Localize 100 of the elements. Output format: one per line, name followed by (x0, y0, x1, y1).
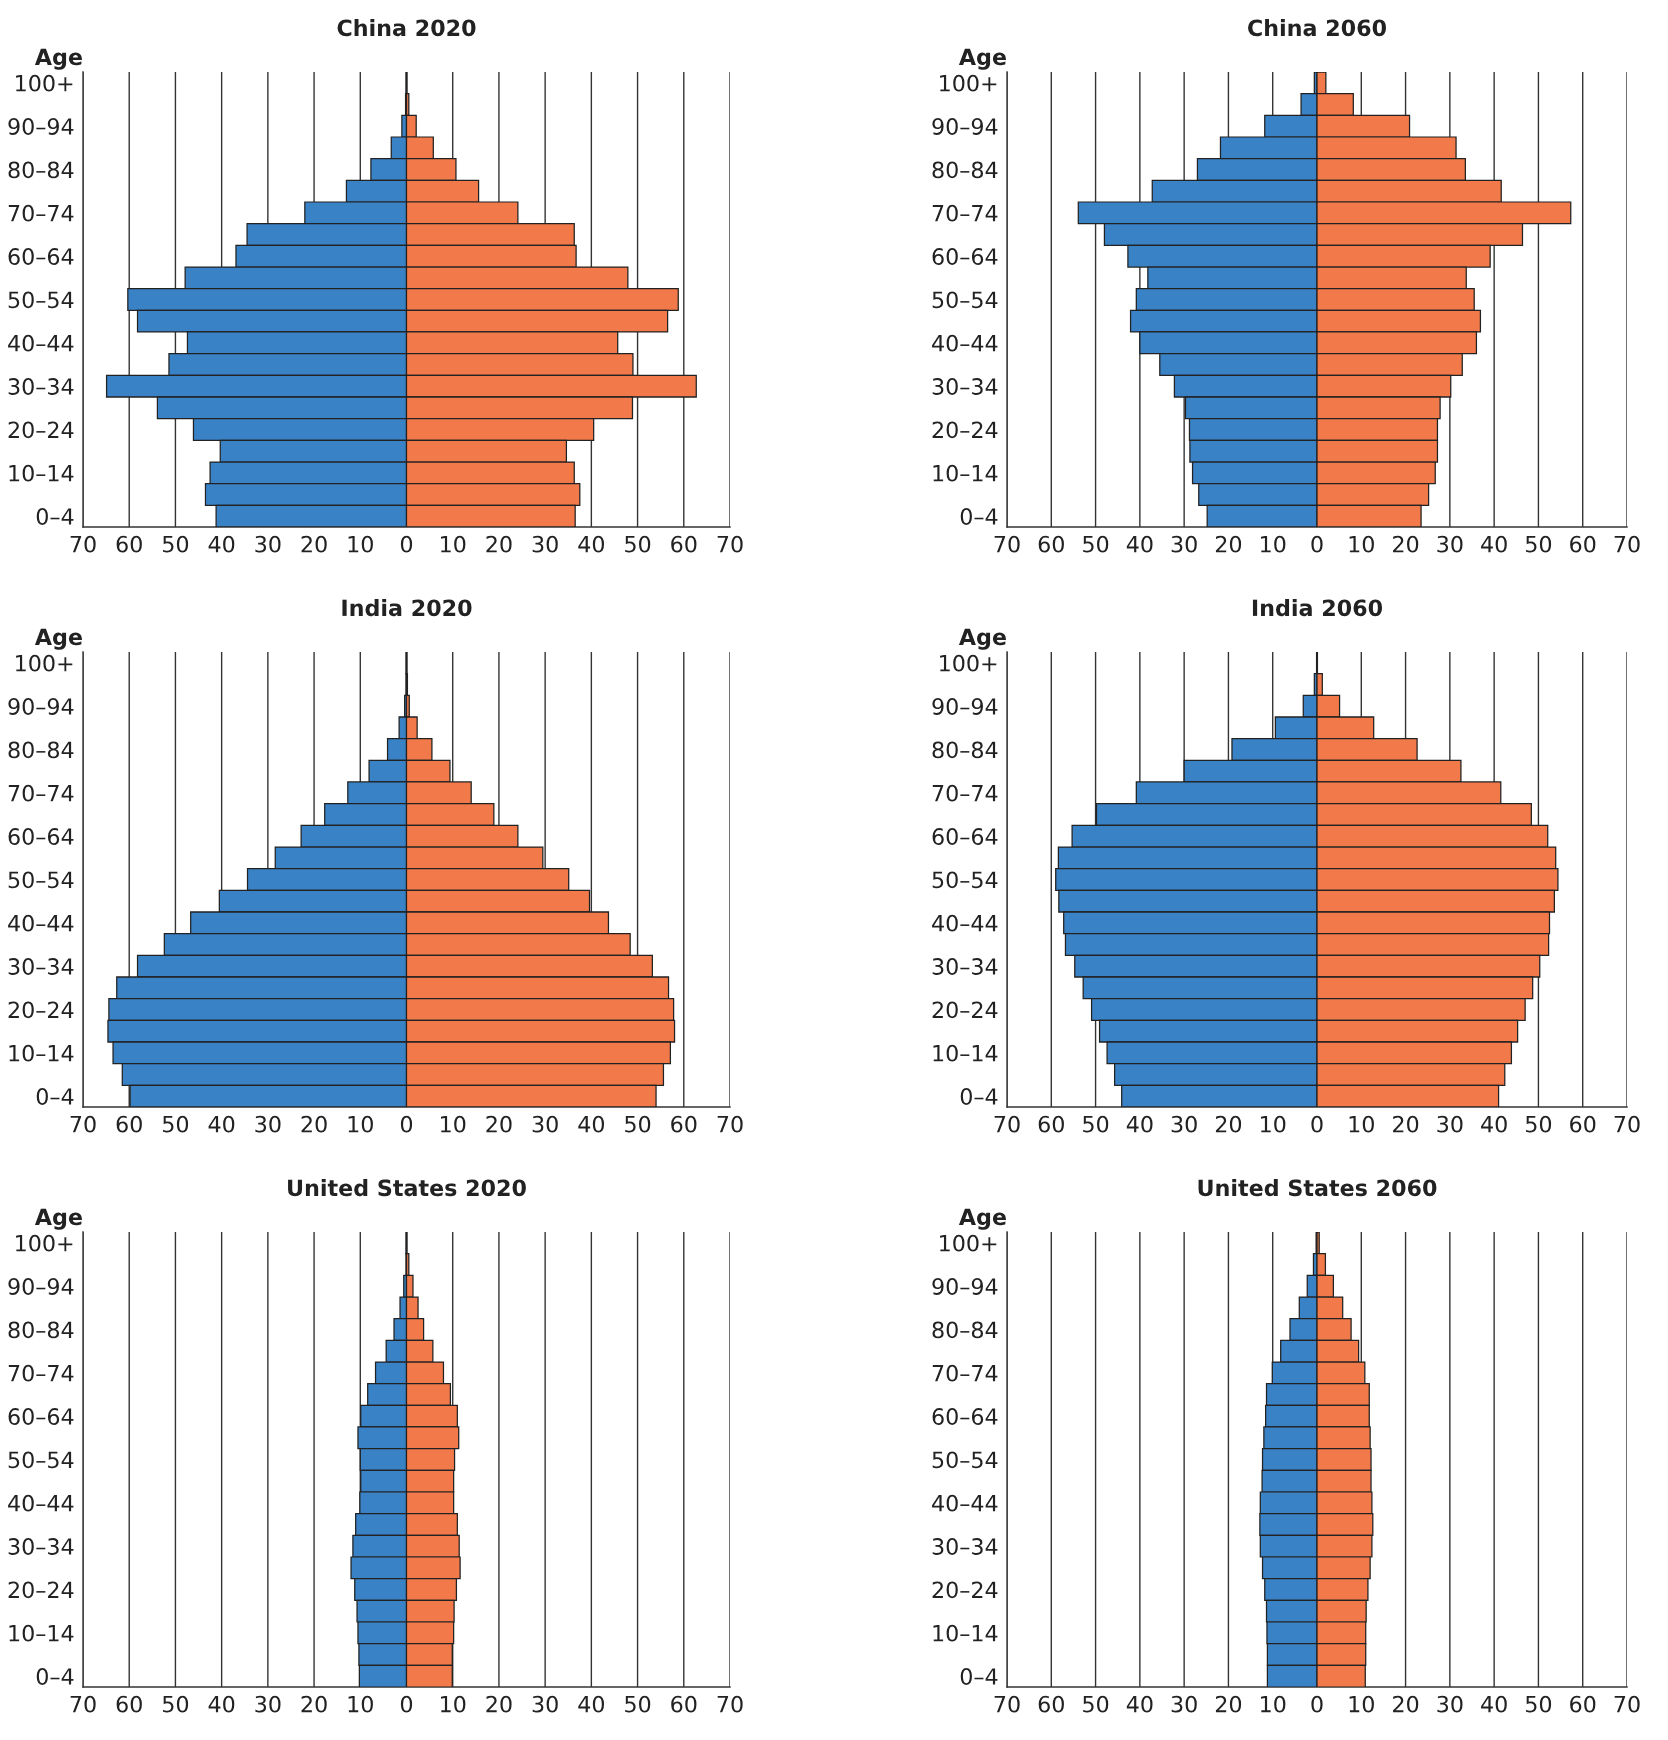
y-tick-label: 70–74 (932, 204, 998, 222)
x-tick-label: 10 (348, 1115, 373, 1133)
y-tick-label: 40–44 (932, 914, 998, 932)
y-tick-label: 0–4 (960, 1668, 998, 1685)
x-tick-label: 60 (671, 535, 697, 553)
x-tick-label: 10 (348, 535, 373, 553)
y-tick-label: 80–84 (8, 161, 74, 179)
y-tick-label: 20–24 (932, 421, 998, 439)
y-axis-title: Age (958, 48, 1006, 70)
y-tick-label: 30–34 (8, 378, 74, 395)
x-tick-label: 30 (1171, 1115, 1197, 1133)
x-tick-label: 60 (1038, 1695, 1064, 1713)
x-tick-label: 70 (70, 535, 96, 553)
chart-title: India 2020 (342, 599, 472, 617)
x-tick-label: 50 (625, 535, 651, 553)
x-tick-label: 20 (1215, 1115, 1242, 1133)
x-tick-label: 30 (255, 1115, 281, 1133)
x-tick-label: 10 (441, 1115, 466, 1133)
y-tick-label: 50–54 (932, 291, 998, 309)
y-tick-label: 100+ (16, 74, 73, 92)
x-tick-label: 30 (255, 1695, 281, 1713)
x-tick-label: 0 (400, 1695, 413, 1713)
x-tick-label: 40 (208, 1115, 235, 1133)
x-tick-label: 50 (1083, 535, 1109, 553)
x-tick-label: 0 (1311, 1115, 1323, 1133)
y-tick-label: 40–44 (8, 1494, 74, 1512)
x-tick-label: 60 (116, 1115, 142, 1133)
x-tick-label: 50 (1526, 535, 1552, 553)
x-tick-label: 70 (1614, 535, 1640, 553)
y-tick-label: 60–64 (8, 248, 74, 265)
x-tick-label: 40 (578, 1695, 605, 1713)
x-tick-label: 30 (1437, 1695, 1463, 1713)
y-tick-label: 20–24 (8, 1581, 74, 1599)
y-tick-label: 0–4 (960, 508, 998, 525)
y-tick-label: 70–74 (8, 1364, 74, 1382)
x-tick-label: 20 (1393, 1115, 1419, 1133)
x-tick-label: 60 (1038, 1115, 1064, 1133)
y-tick-label: 100+ (940, 74, 997, 92)
x-tick-label: 0 (1311, 535, 1323, 553)
y-tick-label: 10–14 (933, 464, 998, 482)
y-tick-label: 40–44 (932, 1494, 998, 1512)
y-tick-label: 90–94 (932, 1278, 998, 1295)
x-tick-label: 60 (116, 1695, 142, 1713)
y-tick-label: 70–74 (932, 784, 998, 802)
y-tick-label: 80–84 (932, 741, 998, 759)
x-tick-label: 70 (994, 1115, 1020, 1133)
x-tick-label: 70 (717, 535, 743, 553)
y-tick-label: 0–4 (36, 1668, 74, 1685)
x-tick-label: 50 (625, 1115, 651, 1133)
x-tick-label: 40 (208, 535, 235, 553)
y-tick-label: 100+ (16, 654, 73, 672)
x-tick-label: 20 (301, 1115, 327, 1133)
y-tick-label: 90–94 (8, 1278, 74, 1295)
x-tick-label: 30 (1171, 535, 1197, 553)
y-tick-label: 90–94 (8, 118, 74, 135)
x-tick-label: 0 (400, 535, 413, 553)
y-tick-label: 70–74 (8, 784, 74, 802)
y-tick-label: 20–24 (932, 1001, 998, 1019)
y-tick-label: 80–84 (932, 161, 998, 179)
x-tick-label: 10 (441, 1695, 466, 1713)
x-tick-label: 10 (441, 535, 466, 553)
x-tick-label: 60 (671, 1695, 697, 1713)
y-tick-label: 10–14 (9, 464, 74, 482)
y-tick-label: 30–34 (8, 1538, 74, 1555)
x-tick-label: 70 (717, 1695, 743, 1713)
x-tick-label: 70 (1614, 1115, 1640, 1133)
x-tick-label: 10 (348, 1695, 373, 1713)
x-tick-label: 40 (1481, 535, 1507, 553)
x-tick-label: 50 (1526, 1115, 1552, 1133)
x-tick-label: 50 (1083, 1115, 1109, 1133)
y-axis-title: Age (34, 48, 82, 70)
x-tick-label: 10 (1349, 1115, 1374, 1133)
x-tick-label: 40 (1481, 1695, 1507, 1713)
x-tick-label: 50 (163, 1115, 189, 1133)
x-tick-label: 10 (1261, 535, 1286, 553)
chart-title: United States 2020 (288, 1179, 526, 1197)
x-tick-label: 70 (70, 1115, 96, 1133)
y-tick-label: 10–14 (933, 1044, 998, 1062)
x-tick-label: 50 (625, 1695, 651, 1713)
y-tick-label: 30–34 (932, 958, 998, 975)
x-tick-label: 20 (1393, 535, 1419, 553)
y-tick-label: 50–54 (8, 1451, 74, 1469)
y-axis-title: Age (34, 1208, 82, 1230)
y-tick-label: 100+ (940, 1234, 997, 1252)
y-tick-label: 80–84 (8, 1321, 74, 1339)
x-tick-label: 0 (1311, 1695, 1323, 1713)
y-tick-label: 60–64 (932, 1408, 998, 1425)
y-tick-label: 60–64 (8, 828, 74, 845)
y-tick-label: 30–34 (8, 958, 74, 975)
x-tick-label: 30 (1437, 1115, 1463, 1133)
y-tick-label: 100+ (940, 654, 997, 672)
x-tick-label: 60 (116, 535, 142, 553)
y-tick-label: 100+ (16, 1234, 73, 1252)
y-tick-label: 30–34 (932, 378, 998, 395)
y-tick-label: 50–54 (932, 871, 998, 889)
x-tick-label: 60 (1570, 1695, 1596, 1713)
x-tick-label: 50 (163, 535, 189, 553)
y-axis-title: Age (958, 1208, 1006, 1230)
x-tick-label: 40 (1126, 1115, 1153, 1133)
y-tick-label: 70–74 (8, 204, 74, 222)
